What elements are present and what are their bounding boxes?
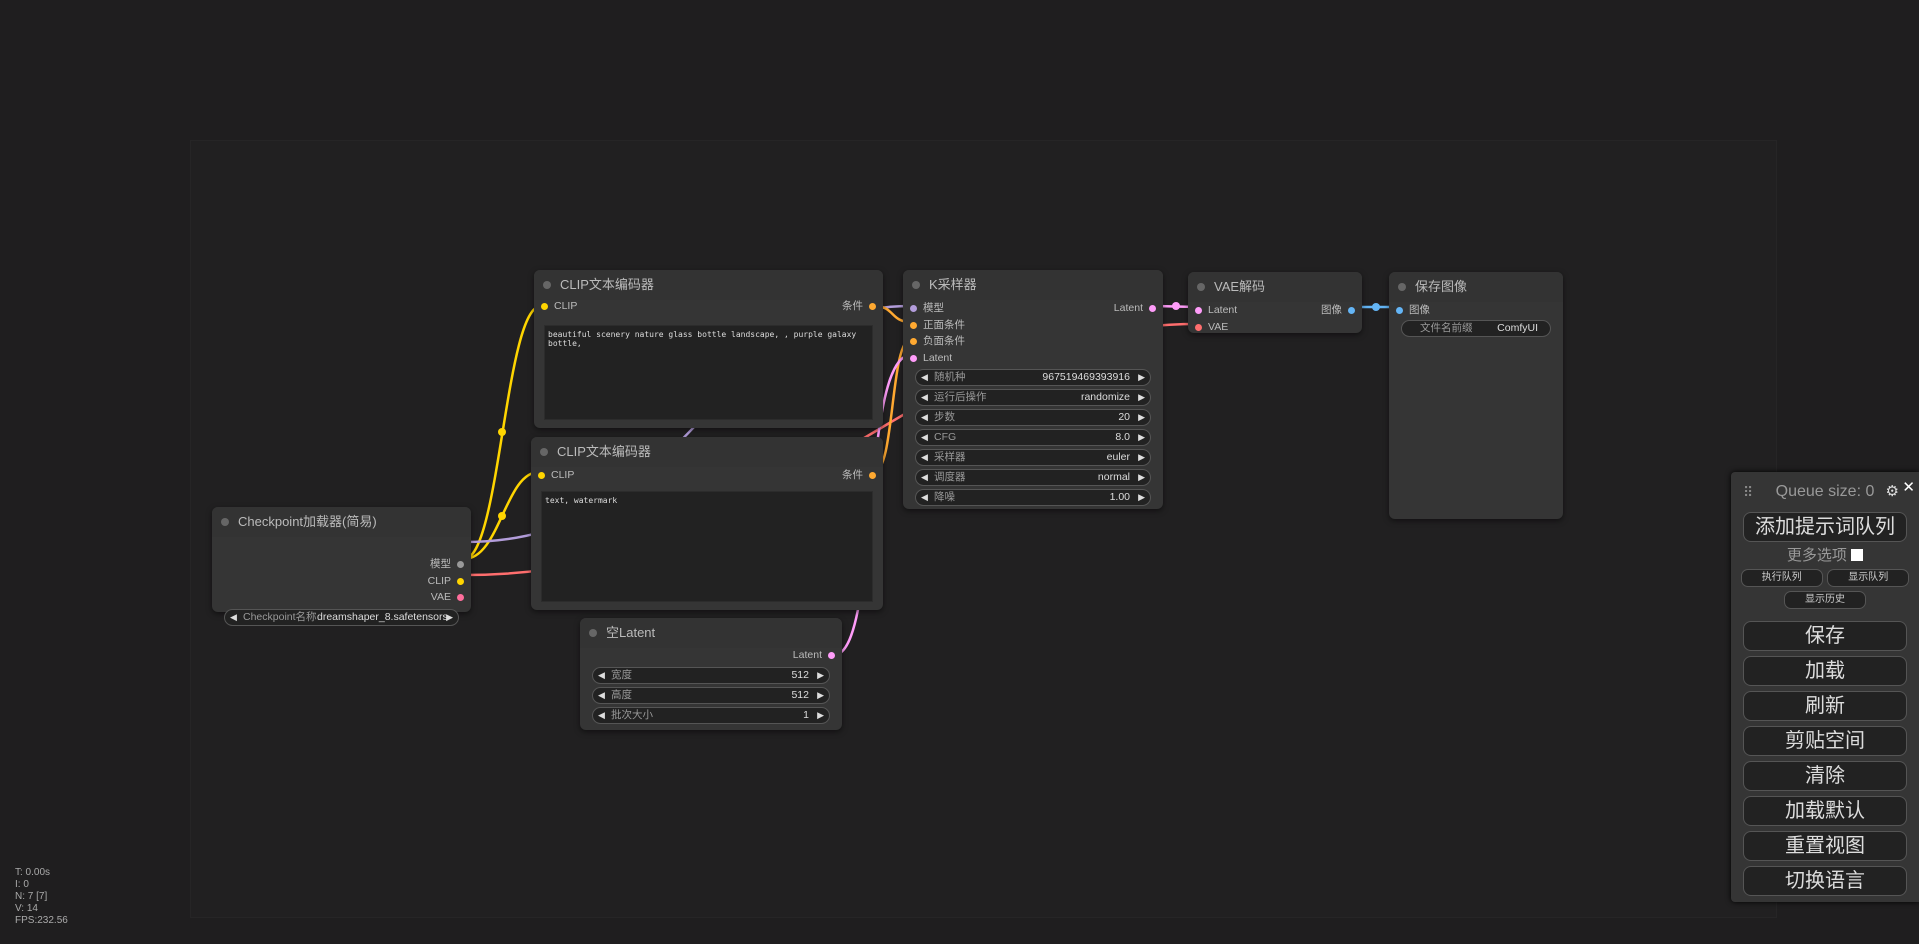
widget-filename-prefix[interactable]: 文件名前缀 ComfyUI	[1401, 319, 1551, 337]
slot-positive-in[interactable]	[910, 321, 917, 329]
output-clip: CLIP	[427, 574, 451, 587]
slot-latent-in[interactable]	[1195, 307, 1202, 314]
node-title[interactable]: K采样器	[903, 270, 1163, 300]
queue-prompt-button[interactable]: 添加提示词队列	[1743, 512, 1907, 542]
drag-handle-icon[interactable]: ⠿	[1743, 484, 1754, 500]
render-stats: T: 0.00s I: 0 N: 7 [7] V: 14 FPS:232.56	[15, 867, 68, 926]
extra-options: 更多选项	[1731, 545, 1919, 567]
node-vae-decode[interactable]: VAE解码 Latent 图像 VAE	[1188, 272, 1362, 333]
save-button[interactable]: 保存	[1743, 621, 1907, 651]
slot-model[interactable]	[457, 561, 464, 568]
widget-seed[interactable]: ◀ 随机种 967519469393916 ▶	[915, 369, 1151, 386]
slot-clip-in[interactable]	[538, 472, 545, 479]
widget-cfg[interactable]: ◀ CFG 8.0 ▶	[915, 429, 1151, 446]
queue-size: Queue size: 0	[1775, 483, 1875, 500]
node-clip-text-encode-negative[interactable]: CLIP文本编码器 CLIP 条件 text, watermark	[531, 437, 883, 610]
collapse-dot[interactable]	[1398, 283, 1406, 291]
refresh-button[interactable]: 刷新	[1743, 691, 1907, 721]
reset-view-button[interactable]: 重置视图	[1743, 831, 1907, 861]
switch-language-button[interactable]: 切换语言	[1743, 866, 1907, 896]
widget-scheduler[interactable]: ◀ 调度器 normal ▶	[915, 469, 1151, 486]
load-button[interactable]: 加载	[1743, 656, 1907, 686]
node-title[interactable]: VAE解码	[1188, 272, 1362, 302]
node-checkpoint-loader[interactable]: Checkpoint加载器(简易) 模型 CLIP VAE ◀ Checkpoin…	[212, 507, 471, 626]
node-clip-text-encode-positive[interactable]: CLIP文本编码器 CLIP 条件 beautiful scenery natur…	[534, 270, 883, 428]
clear-button[interactable]: 清除	[1743, 761, 1907, 791]
node-title[interactable]: 保存图像	[1389, 272, 1563, 302]
slot-image-out[interactable]	[1348, 307, 1355, 314]
widget-sampler[interactable]: ◀ 采样器 euler ▶	[915, 449, 1151, 466]
slot-conditioning-out[interactable]	[869, 472, 876, 479]
arrow-right-icon[interactable]: ▶	[446, 611, 453, 622]
slot-clip[interactable]	[457, 577, 464, 585]
widget-batch-size[interactable]: ◀ 批次大小 1 ▶	[592, 706, 830, 724]
prompt-textarea[interactable]: beautiful scenery nature glass bottle la…	[544, 325, 873, 420]
output-model: 模型	[430, 558, 451, 570]
node-title[interactable]: Checkpoint加载器(简易)	[212, 507, 471, 537]
collapse-dot[interactable]	[540, 448, 548, 456]
slot-latent-out[interactable]	[1149, 305, 1156, 312]
slot-clip-in[interactable]	[541, 303, 548, 310]
widget-width[interactable]: ◀ 宽度 512 ▶	[592, 666, 830, 684]
node-save-image[interactable]: 保存图像 图像 文件名前缀 ComfyUI	[1389, 272, 1563, 519]
node-title[interactable]: CLIP文本编码器	[534, 270, 883, 300]
arrow-left-icon[interactable]: ◀	[230, 611, 237, 622]
gear-icon[interactable]: ⚙	[1885, 483, 1899, 500]
node-ksampler[interactable]: K采样器 模型 Latent 正面条件 负面条件 Latent ◀ 随机种 96751…	[903, 270, 1163, 509]
collapse-dot[interactable]	[589, 629, 597, 637]
extra-options-checkbox[interactable]	[1851, 549, 1864, 561]
slot-latent-in[interactable]	[910, 354, 917, 362]
queue-panel: ⠿ Queue size: 0 ⚙ ✕ 添加提示词队列 更多选项 执行队列 显示…	[1731, 472, 1919, 902]
widget-steps[interactable]: ◀ 步数 20 ▶	[915, 409, 1151, 426]
collapse-dot[interactable]	[221, 518, 229, 526]
queue-front-button[interactable]: 执行队列	[1740, 569, 1823, 587]
node-title[interactable]: CLIP文本编码器	[531, 437, 883, 467]
slot-latent-out[interactable]	[828, 652, 835, 659]
view-history-button[interactable]: 显示历史	[1784, 591, 1866, 609]
view-queue-button[interactable]: 显示队列	[1827, 569, 1910, 587]
prompt-textarea[interactable]: text, watermark	[541, 491, 873, 602]
load-default-button[interactable]: 加载默认	[1743, 796, 1907, 826]
slot-conditioning-out[interactable]	[869, 303, 876, 310]
slot-vae[interactable]	[457, 594, 464, 601]
collapse-dot[interactable]	[912, 281, 920, 289]
slot-image-in[interactable]	[1396, 307, 1403, 314]
node-title[interactable]: 空Latent	[580, 618, 842, 648]
widget-control-after-generate[interactable]: ◀ 运行后操作 randomize ▶	[915, 389, 1151, 406]
collapse-dot[interactable]	[543, 281, 551, 289]
widget-checkpoint-name[interactable]: ◀ Checkpoint名称 dreamshaper_8.safetensors ▶	[224, 608, 459, 626]
slot-model-in[interactable]	[910, 305, 917, 312]
widget-height[interactable]: ◀ 高度 512 ▶	[592, 686, 830, 704]
slot-negative-in[interactable]	[910, 338, 917, 345]
slot-vae-in[interactable]	[1195, 323, 1202, 331]
close-icon[interactable]: ✕	[1902, 479, 1915, 496]
node-empty-latent[interactable]: 空Latent Latent ◀ 宽度 512 ▶ ◀ 高度 512 ▶ ◀ 批次大小 1 ▶	[580, 618, 842, 730]
clipspace-button[interactable]: 剪贴空间	[1743, 726, 1907, 756]
widget-denoise[interactable]: ◀ 降噪 1.00 ▶	[915, 489, 1151, 506]
output-vae: VAE	[430, 591, 451, 603]
collapse-dot[interactable]	[1197, 283, 1205, 291]
